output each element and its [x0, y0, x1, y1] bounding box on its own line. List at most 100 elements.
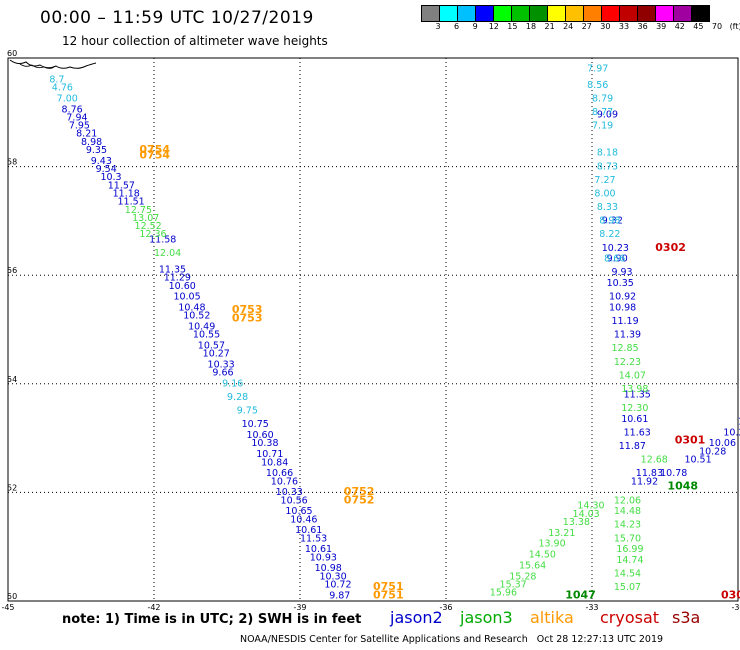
data-point-label: 10.61 — [621, 414, 648, 425]
data-point-label: 10.75 — [242, 419, 269, 430]
data-point-label: 15.07 — [614, 582, 641, 593]
data-point-label: 10.72 — [324, 579, 351, 590]
data-point-label: 10.57 — [198, 341, 225, 352]
data-point-label: 16.99 — [616, 544, 643, 555]
data-point-label: 7.97 — [587, 64, 608, 75]
x-tick-label: -39 — [293, 603, 306, 612]
y-tick-label: 52 — [7, 483, 17, 492]
data-point-label: 0301 — [675, 434, 706, 447]
scale-label: 18 — [525, 22, 537, 31]
data-point-label: 11.63 — [624, 427, 651, 438]
data-point-label: 13.21 — [548, 528, 575, 539]
data-point-label: 12.52 — [135, 221, 162, 232]
data-point-label: 10.33 — [208, 360, 235, 371]
data-point-label: 9.43 — [91, 156, 112, 167]
data-point-label: 12.75 — [125, 205, 152, 216]
data-point-label: 11.39 — [614, 330, 641, 341]
data-point-label: 10.49 — [188, 322, 215, 333]
data-point-label: 12.23 — [614, 357, 641, 368]
data-point-label: 0300 — [721, 588, 740, 601]
data-point-label: 14.03 — [573, 509, 600, 520]
data-point-label: 8.21 — [76, 129, 97, 140]
data-point-label: 13.98 — [621, 384, 648, 395]
data-point-label: 12.68 — [641, 455, 668, 466]
data-point-label: 11.53 — [300, 533, 327, 544]
data-point-label: 8.77 — [592, 107, 613, 118]
y-tick-label: 60 — [7, 49, 17, 58]
data-point-label: 9.28 — [227, 392, 248, 403]
scale-label: 42 — [674, 22, 685, 31]
data-point-label: 9.35 — [86, 145, 107, 156]
data-point-label: 11.19 — [611, 316, 638, 327]
data-point-label: 13.07 — [132, 213, 159, 224]
data-point-label: 9.54 — [96, 164, 117, 175]
scale-label: (ft) — [729, 22, 740, 31]
data-point-label: 9.09 — [597, 110, 618, 121]
data-point-label: 12.06 — [614, 495, 641, 506]
data-point-label: 14.30 — [577, 501, 604, 512]
scale-label: 6 — [454, 22, 460, 31]
scale-label: 27 — [581, 22, 592, 31]
legend-item-cryosat: cryosat — [600, 608, 660, 627]
data-point-label: 10.46 — [290, 514, 317, 525]
data-point-label: 11.18 — [113, 188, 140, 199]
data-point-label: 10.93 — [310, 552, 337, 563]
data-point-label: 9.16 — [222, 379, 243, 390]
x-tick-label: -45 — [1, 603, 14, 612]
data-point-label: 10.56 — [281, 495, 308, 506]
data-point-label: 11.29 — [164, 273, 191, 284]
data-point-label: 14.23 — [614, 520, 641, 531]
data-point-label: 10.27 — [203, 349, 230, 360]
data-point-label: 11.57 — [108, 180, 135, 191]
data-point-label: 10.05 — [173, 292, 200, 303]
y-tick-label: 56 — [7, 266, 17, 275]
data-point-label: 0752 — [344, 485, 375, 498]
footer-text: NOAA/NESDIS Center for Satellite Applica… — [240, 634, 664, 645]
data-point-label: 10.28 — [699, 446, 726, 457]
data-point-label: 10.38 — [251, 438, 278, 449]
data-point-label: 0754 — [139, 148, 170, 161]
data-point-label: 7.94 — [66, 112, 87, 123]
data-point-label: 0753 — [232, 311, 263, 324]
data-point-label: 8.79 — [592, 93, 613, 104]
data-point-label: 10.48 — [178, 302, 205, 313]
scale-label: 45 — [693, 22, 704, 31]
data-point-label: 15.64 — [519, 560, 546, 571]
data-point-label: 0302 — [655, 241, 686, 254]
chart-title: 00:00 – 11:59 UTC 10/27/2019 — [40, 8, 314, 28]
scale-label: 15 — [507, 22, 518, 31]
data-point-label: 13.38 — [563, 517, 590, 528]
data-point-label: 11.35 — [159, 264, 186, 275]
scale-label: 33 — [618, 22, 630, 31]
data-point-label: 14.50 — [529, 550, 556, 561]
note-text: note: 1) Time is in UTC; 2) SWH is in fe… — [62, 612, 362, 627]
scale-label: 24 — [563, 22, 574, 31]
data-point-label: 8.56 — [587, 80, 608, 91]
legend-item-jason2: jason2 — [390, 608, 443, 627]
data-point-label: 10.92 — [609, 292, 636, 303]
data-point-label: 15.96 — [490, 588, 517, 599]
legend-item-altika: altika — [530, 608, 574, 627]
data-point-label: 0754 — [139, 143, 170, 156]
x-tick-label: -30 — [731, 603, 740, 612]
data-point-label: 12.85 — [611, 343, 638, 354]
data-point-label: 10.51 — [684, 455, 711, 466]
legend-item-jason3: jason3 — [460, 608, 513, 627]
data-point-label: 12.04 — [154, 248, 181, 259]
data-point-label: 10.27 — [723, 427, 740, 438]
data-point-label: 9.66 — [212, 368, 233, 379]
data-point-label: 12.36 — [139, 229, 166, 240]
scale-label: 12 — [488, 22, 499, 31]
data-point-label: 10.76 — [271, 476, 298, 487]
data-point-label: 9.87 — [329, 590, 350, 601]
data-point-label: 10.98 — [315, 563, 342, 574]
data-point-label: 8.66 — [604, 254, 625, 265]
data-point-label: 8.98 — [81, 137, 102, 148]
data-point-label: 10.35 — [607, 278, 634, 289]
data-point-label: 15.70 — [614, 533, 641, 544]
data-point-label: 10.3 — [100, 172, 121, 183]
data-point-label: 10.30 — [319, 571, 346, 582]
